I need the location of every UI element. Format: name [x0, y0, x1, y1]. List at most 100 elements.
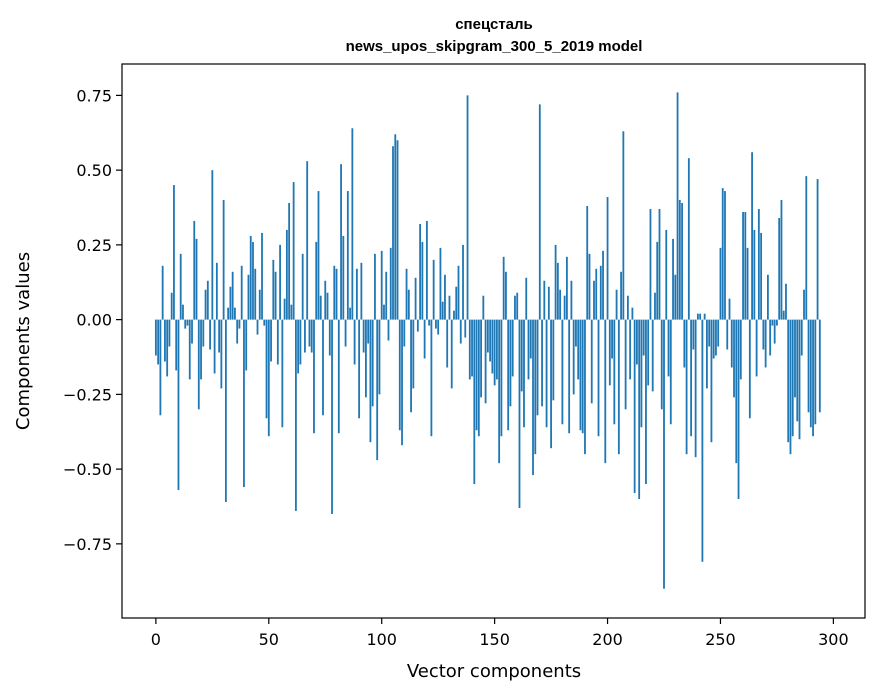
- bar: [353, 319, 356, 365]
- bar: [794, 319, 796, 398]
- bar: [215, 262, 218, 320]
- bar: [249, 235, 252, 320]
- bar: [430, 319, 433, 437]
- bar: [188, 319, 191, 380]
- bar: [274, 271, 277, 320]
- bar: [626, 295, 629, 320]
- bar: [620, 271, 622, 320]
- bar: [507, 319, 510, 431]
- bar: [394, 134, 397, 320]
- bar: [254, 268, 257, 320]
- bar: [299, 319, 302, 365]
- x-tick-label: 50: [259, 630, 279, 649]
- bar: [500, 319, 503, 437]
- bar: [796, 319, 799, 422]
- bar: [369, 319, 372, 443]
- bar: [660, 319, 663, 410]
- bar: [243, 319, 245, 488]
- bar: [730, 319, 733, 368]
- bar: [213, 319, 216, 374]
- bar: [757, 209, 760, 320]
- bar: [769, 319, 772, 356]
- bar: [561, 319, 564, 425]
- bar: [534, 319, 537, 455]
- bar: [674, 274, 677, 320]
- bar: [387, 319, 390, 341]
- bar: [211, 170, 214, 320]
- bar: [717, 319, 720, 347]
- bar: [322, 319, 324, 416]
- bar: [816, 179, 819, 320]
- bar: [285, 229, 288, 320]
- bar: [310, 319, 313, 353]
- bar: [206, 280, 209, 320]
- x-axis-ticks: 0 50 100 150 200 250 300: [151, 618, 849, 649]
- bar: [297, 319, 300, 374]
- bar: [809, 319, 812, 428]
- bar: [439, 247, 442, 320]
- bar: [690, 319, 693, 437]
- bar: [157, 319, 160, 365]
- bar: [265, 319, 268, 419]
- bar: [398, 319, 401, 431]
- y-tick-label: 0.25: [76, 236, 112, 255]
- bar: [267, 319, 270, 437]
- bar: [389, 247, 392, 320]
- bar: [304, 319, 306, 353]
- bar: [523, 319, 525, 428]
- bar: [584, 319, 586, 455]
- x-tick-label: 100: [366, 630, 397, 649]
- bar: [701, 319, 704, 562]
- bar: [252, 241, 254, 320]
- bar: [672, 238, 674, 320]
- bar: [593, 280, 595, 320]
- bar: [602, 250, 604, 320]
- bar: [703, 313, 706, 320]
- bar: [423, 319, 426, 359]
- bar: [405, 268, 408, 320]
- bar: [590, 319, 593, 404]
- bar: [281, 319, 284, 428]
- bar: [324, 280, 327, 320]
- bar: [166, 319, 169, 377]
- bar: [529, 319, 532, 359]
- bar: [536, 319, 539, 416]
- bar: [308, 319, 311, 347]
- bar: [527, 319, 530, 380]
- bar: [782, 310, 785, 320]
- bar: [419, 223, 422, 320]
- bar: [173, 185, 175, 320]
- bar: [631, 307, 634, 320]
- bar: [737, 319, 740, 499]
- bar: [667, 319, 670, 377]
- bar: [611, 319, 613, 359]
- bar: [407, 289, 410, 320]
- bar: [346, 191, 349, 320]
- bar: [511, 319, 514, 377]
- bar: [360, 262, 363, 320]
- bar: [681, 203, 683, 320]
- bar: [376, 319, 379, 461]
- bar: [640, 319, 643, 428]
- bar: [401, 319, 403, 446]
- bar: [313, 319, 315, 434]
- bar: [642, 319, 645, 356]
- bar: [154, 319, 157, 356]
- bar: [685, 319, 688, 455]
- bar: [586, 206, 589, 320]
- bar: [724, 191, 726, 320]
- bar: [238, 319, 241, 329]
- bar: [599, 265, 602, 320]
- bar: [466, 95, 469, 320]
- bar: [229, 286, 232, 320]
- bar: [780, 200, 783, 320]
- chart-subtitle: news_upos_skipgram_300_5_2019 model: [346, 38, 643, 55]
- bar: [787, 319, 790, 443]
- bar: [647, 319, 650, 386]
- y-tick-label: 0.50: [76, 161, 112, 180]
- bar: [240, 265, 243, 320]
- y-axis-label: Components values: [13, 252, 34, 430]
- bar: [182, 304, 184, 320]
- bar: [421, 241, 424, 320]
- bar: [335, 268, 338, 320]
